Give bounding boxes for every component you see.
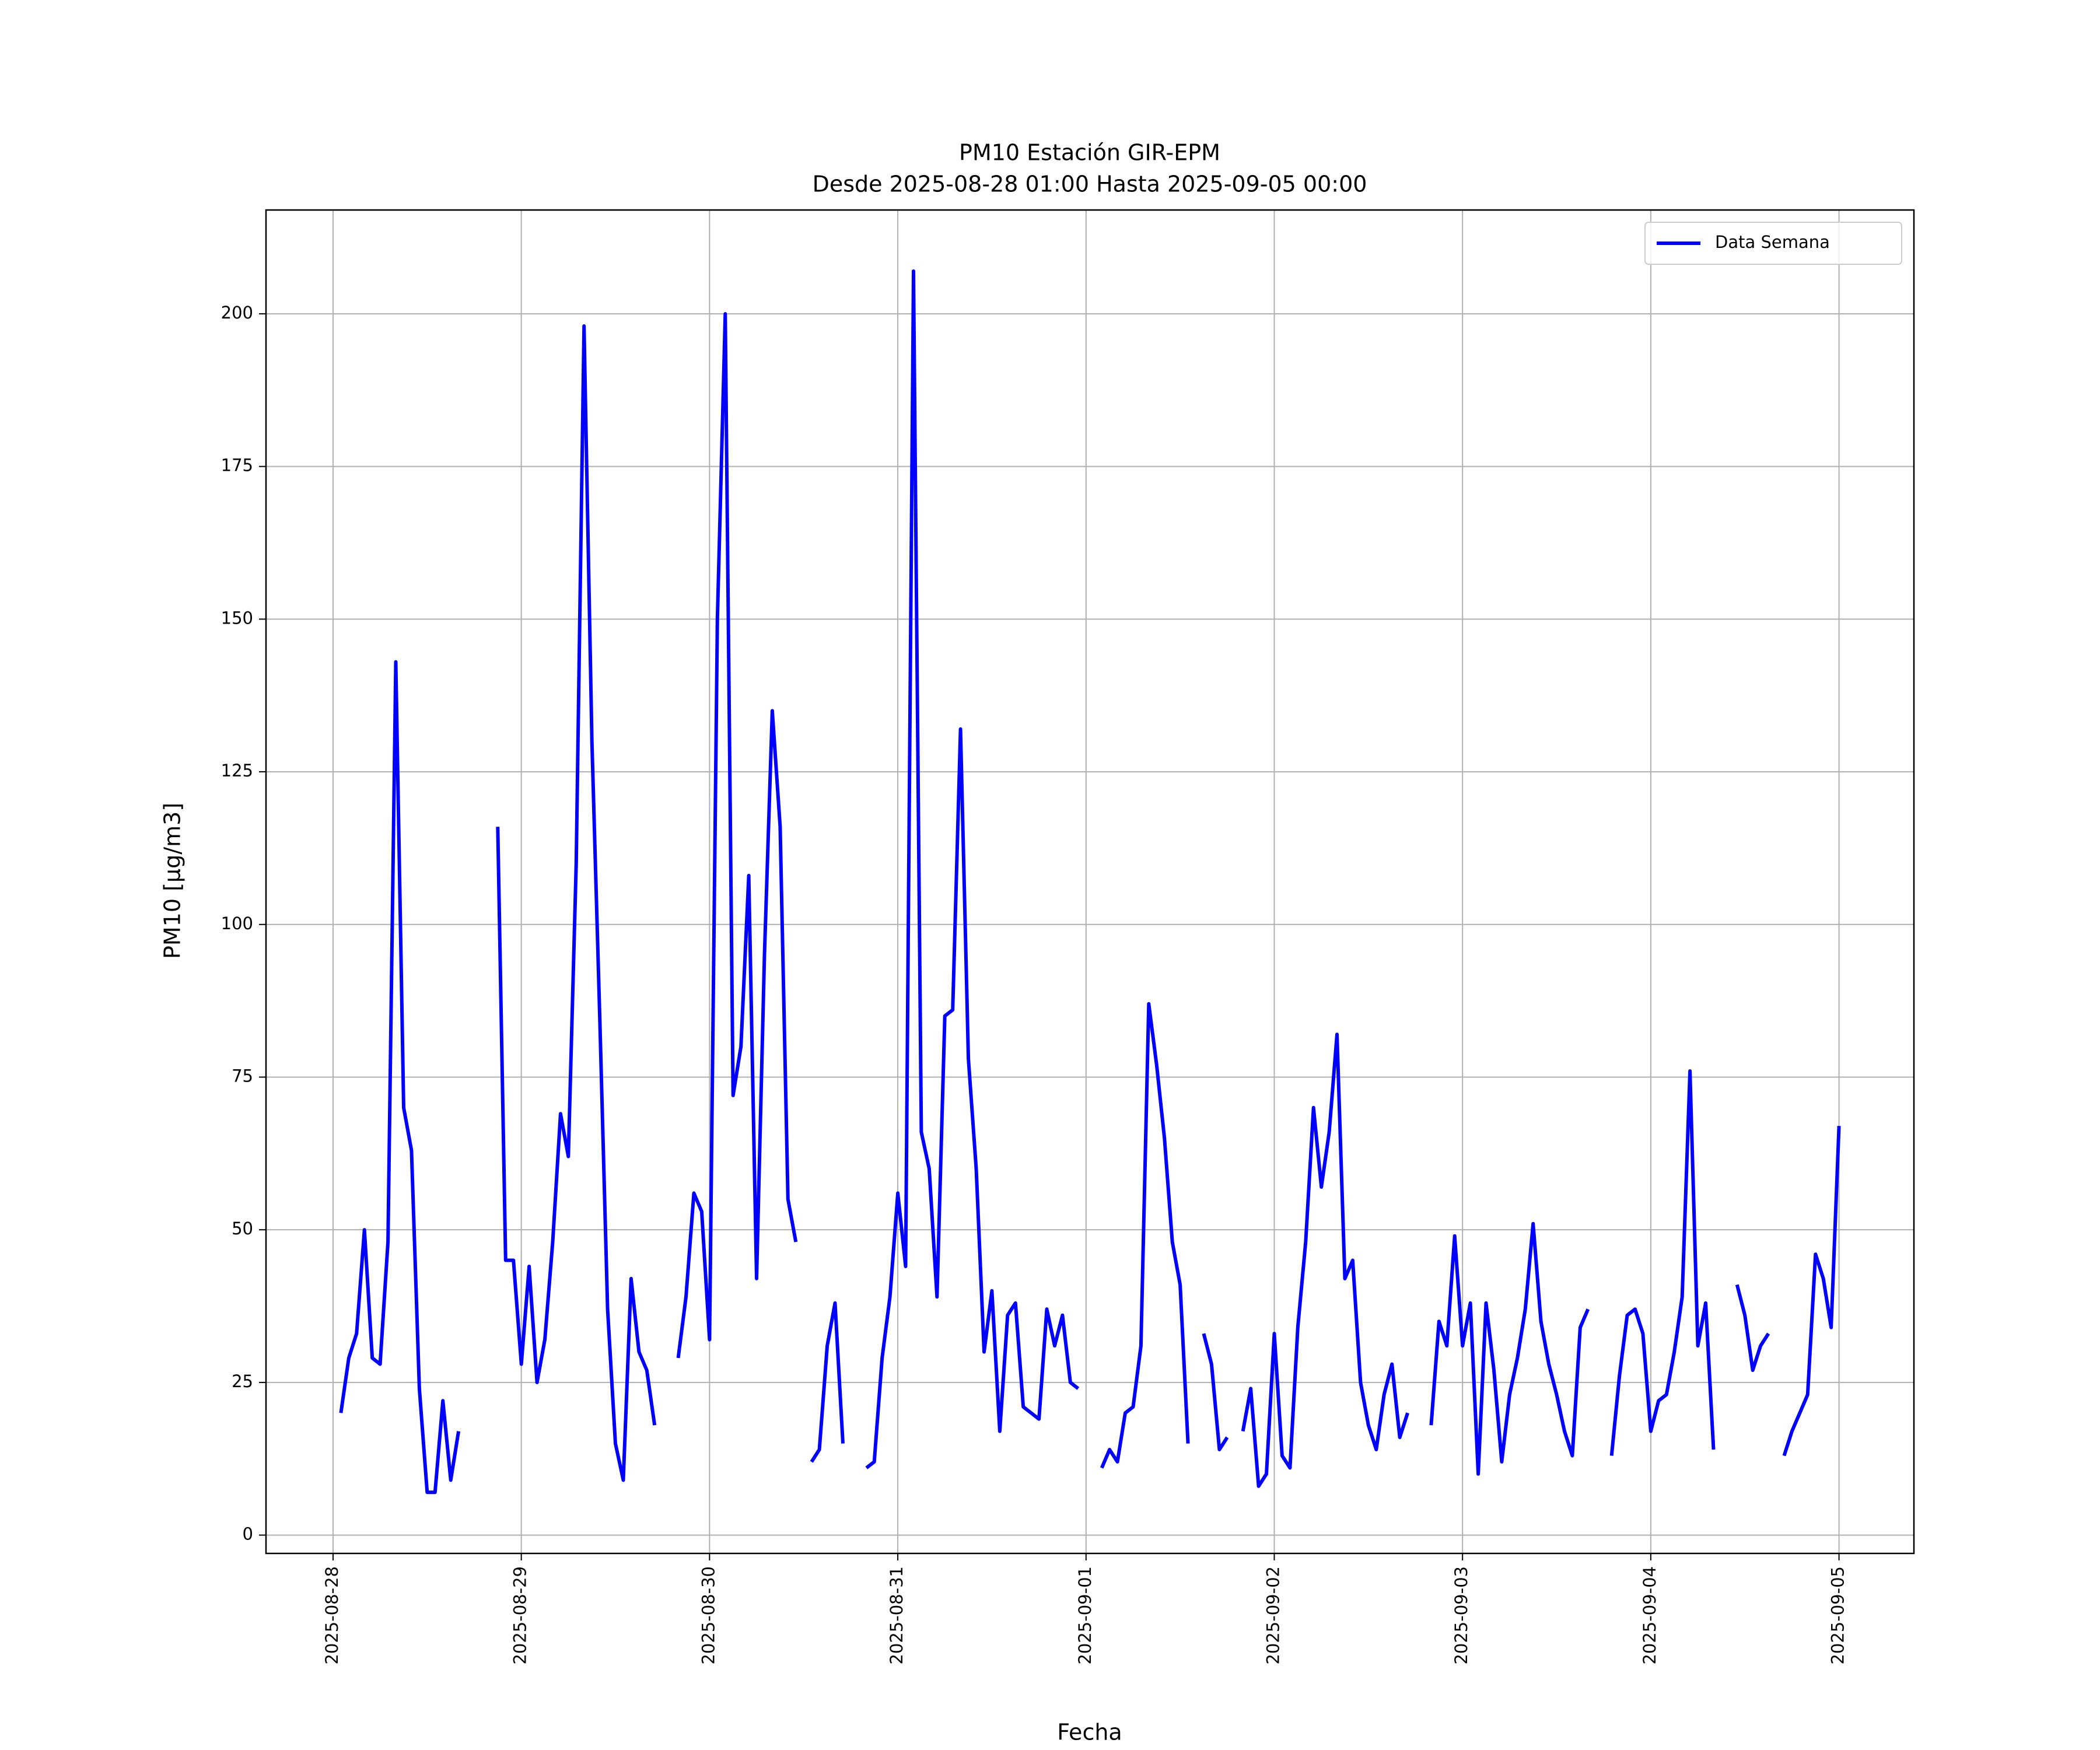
x-tick-label: 2025-09-05 — [1828, 1566, 1848, 1665]
y-tick-label: 100 — [221, 914, 253, 933]
y-tick-label: 125 — [221, 761, 253, 780]
chart-title: PM10 Estación GIR-EPM — [959, 140, 1220, 166]
y-tick-label: 0 — [243, 1524, 253, 1544]
legend-box — [1644, 222, 1902, 265]
y-tick-label: 200 — [221, 303, 253, 323]
y-tick-label: 50 — [232, 1219, 253, 1238]
x-tick-label: 2025-09-02 — [1263, 1566, 1283, 1665]
x-axis-label: Fecha — [1057, 1720, 1122, 1745]
x-tick-label: 2025-08-30 — [698, 1566, 718, 1665]
x-tick-label: 2025-09-04 — [1640, 1566, 1660, 1665]
chart-subtitle: Desde 2025-08-28 01:00 Hasta 2025-09-05 … — [813, 172, 1367, 197]
y-tick-label: 75 — [232, 1066, 253, 1086]
x-tick-label: 2025-09-01 — [1075, 1566, 1095, 1665]
plot-frame — [265, 209, 1915, 1555]
y-tick-label: 175 — [221, 456, 253, 475]
x-tick-label: 2025-08-28 — [322, 1566, 342, 1665]
y-axis-label: PM10 [μg/m3] — [160, 803, 186, 959]
x-tick-label: 2025-08-31 — [887, 1566, 907, 1665]
x-tick-label: 2025-08-29 — [510, 1566, 530, 1665]
y-tick-label: 150 — [221, 608, 253, 628]
legend-label: Data Semana — [1715, 232, 1830, 252]
y-tick-label: 25 — [232, 1371, 253, 1391]
x-tick-label: 2025-09-03 — [1451, 1566, 1471, 1665]
data-line — [339, 269, 1841, 1494]
legend: Data Semana — [1644, 222, 1902, 265]
